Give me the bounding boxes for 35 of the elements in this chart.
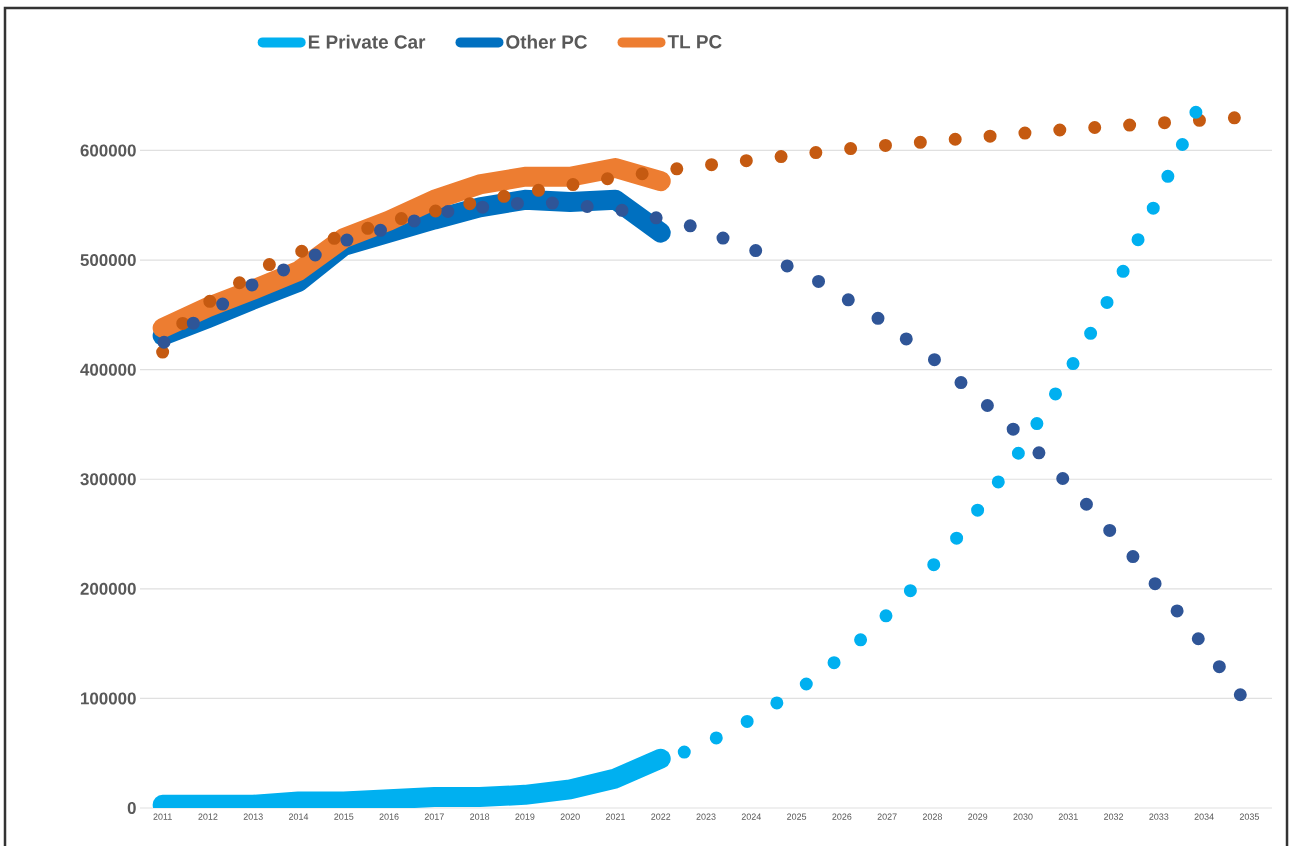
x-tick-label: 2023 [696,813,716,820]
x-tick-label: 2022 [651,813,671,820]
legend-label: TL PC [667,35,722,49]
x-tick-label: 2024 [741,813,761,820]
legend-label: Other PC [506,34,587,49]
y-tick-label: 0 [127,802,136,814]
x-tick-label: 2021 [605,813,625,820]
x-tick-label: 2035 [1239,813,1259,820]
x-tick-label: 2015 [334,813,354,820]
x-tick-label: 2027 [877,813,897,820]
x-tick-label: 2020 [560,813,580,820]
y-tick-label: 500000 [80,254,136,267]
x-tick-label: 2029 [968,813,988,820]
y-tick-label: 400000 [80,363,136,376]
x-tick-label: 2013 [243,813,263,820]
x-tick-label: 2028 [922,813,942,820]
y-tick-label: 600000 [80,144,136,157]
y-tick-label: 100000 [81,692,136,705]
x-tick-label: 2017 [424,813,444,820]
y-tick-label: 300000 [80,473,136,486]
x-tick-label: 2014 [288,813,309,820]
x-tick-label: 2025 [787,813,807,820]
x-tick-label: 2018 [470,813,490,820]
legend-label: E Private Car [308,34,426,49]
x-tick-label: 2016 [379,813,399,820]
x-tick-label: 2032 [1104,813,1124,820]
x-tick-label: 2031 [1058,813,1078,820]
x-tick-label: 2012 [198,813,218,820]
x-tick-label: 2019 [515,813,535,820]
x-tick-label: 2034 [1194,813,1214,820]
y-tick-label: 200000 [80,582,136,595]
x-tick-label: 2030 [1013,813,1033,820]
x-tick-label: 2011 [153,813,172,820]
x-tick-label: 2033 [1149,813,1169,820]
x-tick-label: 2026 [832,813,852,820]
